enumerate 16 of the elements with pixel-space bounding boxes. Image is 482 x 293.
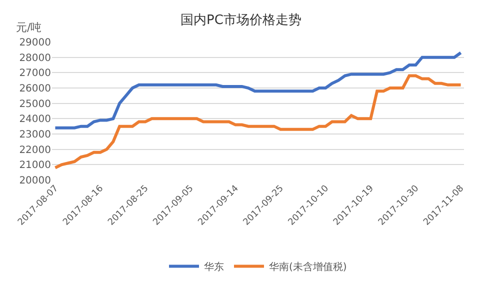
y-tick-label: 24000 — [19, 114, 51, 126]
y-tick-label: 23000 — [19, 130, 51, 140]
y-axis-title: 元/吨 — [16, 21, 42, 34]
line-series — [54, 51, 462, 130]
line-series — [54, 74, 462, 170]
y-tick-label: 27000 — [19, 68, 51, 80]
y-tick-label: 20000 — [19, 176, 51, 186]
legend-label: 华东 — [204, 261, 224, 274]
legend-label: 华南(未含增值税) — [269, 261, 347, 274]
y-tick-label: 26000 — [19, 84, 51, 94]
chart-title: 国内PC市场价格走势 — [180, 12, 302, 28]
y-tick-label: 25000 — [19, 98, 51, 110]
y-tick-label: 28000 — [19, 52, 51, 64]
y-tick-label: 21000 — [19, 160, 51, 172]
y-tick-label: 29000 — [19, 38, 51, 48]
y-tick-label: 22000 — [19, 144, 51, 156]
